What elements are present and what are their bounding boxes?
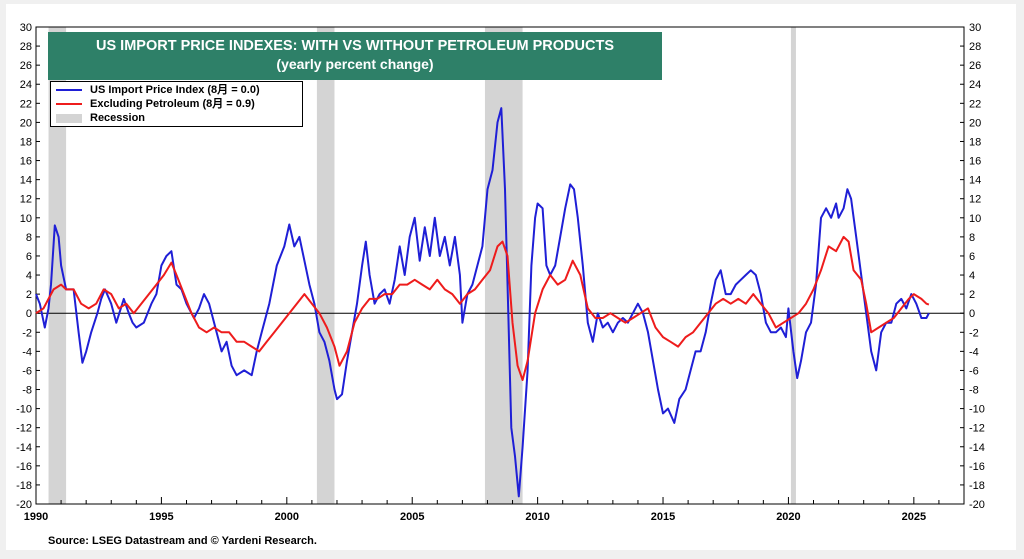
y-tick-label-right: 6 — [969, 251, 975, 263]
y-tick-label-left: 22 — [20, 98, 32, 110]
y-tick-label-left: 8 — [26, 232, 32, 244]
y-tick-label-left: 24 — [20, 79, 32, 91]
x-tick-label: 2025 — [902, 511, 926, 523]
y-tick-label-left: -10 — [16, 404, 32, 416]
y-tick-label-left: 0 — [26, 308, 32, 320]
legend-swatch-red — [56, 103, 82, 105]
y-tick-label-left: -18 — [16, 480, 32, 492]
chart-frame: -20 -20 -18 -18 -16 -16 -14 -14 -12 -12 -10 -10 -8 -8… — [6, 4, 1016, 550]
y-tick-label-right: 28 — [969, 41, 981, 53]
x-tick-label: 1995 — [149, 511, 173, 523]
y-tick-label-right: 30 — [969, 22, 981, 34]
y-tick-label-left: 20 — [20, 117, 32, 129]
series-line-ex-petroleum — [35, 235, 930, 381]
y-tick-label-right: -10 — [969, 404, 985, 416]
y-tick-label-right: 22 — [969, 98, 981, 110]
y-tick-label-left: 14 — [20, 175, 32, 187]
chart-title: US IMPORT PRICE INDEXES: WITH VS WITHOUT… — [96, 38, 614, 54]
source-note: Source: LSEG Datastream and © Yardeni Re… — [48, 535, 317, 547]
y-tick-label-left: -12 — [16, 423, 32, 435]
y-tick-label-left: -4 — [22, 346, 32, 358]
y-tick-label-right: -18 — [969, 480, 985, 492]
y-tick-label-right: 12 — [969, 194, 981, 206]
y-tick-label-left: 4 — [26, 270, 32, 282]
legend-label-import-index: US Import Price Index (8月 = 0.0) — [90, 84, 260, 96]
legend-label-recession: Recession — [90, 112, 146, 124]
chart-subtitle: (yearly percent change) — [276, 56, 434, 72]
y-tick-label-right: 24 — [969, 79, 981, 91]
y-tick-label-right: -12 — [969, 423, 985, 435]
legend-item-import-index: US Import Price Index (8月 = 0.0) — [56, 83, 302, 97]
legend-label-ex-petroleum: Excluding Petroleum (8月 = 0.9) — [90, 98, 255, 110]
y-tick-label-right: 26 — [969, 60, 981, 72]
x-tick-label: 2015 — [651, 511, 675, 523]
y-tick-label-right: -2 — [969, 327, 979, 339]
legend-item-ex-petroleum: Excluding Petroleum (8月 = 0.9) — [56, 97, 302, 111]
y-tick-label-left: 30 — [20, 22, 32, 34]
y-tick-label-right: -6 — [969, 365, 979, 377]
y-tick-label-right: 14 — [969, 175, 981, 187]
x-tick-label: 2020 — [776, 511, 800, 523]
x-tick-label: 1990 — [24, 511, 48, 523]
y-tick-label-left: -8 — [22, 385, 32, 397]
y-tick-label-right: -8 — [969, 385, 979, 397]
y-tick-label-right: 10 — [969, 213, 981, 225]
y-tick-label-left: 18 — [20, 136, 32, 148]
recession-band-3 — [790, 27, 796, 504]
legend-swatch-blue — [56, 89, 82, 91]
x-tick-label: 2005 — [400, 511, 424, 523]
y-tick-label-right: 8 — [969, 232, 975, 244]
chart-legend: US Import Price Index (8月 = 0.0) Excludi… — [50, 81, 303, 127]
plot-border — [35, 26, 965, 505]
y-tick-label-right: 4 — [969, 270, 975, 282]
y-tick-label-right: -14 — [969, 442, 985, 454]
y-tick-label-left: -14 — [16, 442, 32, 454]
y-tick-label-left: 12 — [20, 194, 32, 206]
y-tick-label-right: 16 — [969, 156, 981, 168]
legend-swatch-recession — [56, 113, 82, 123]
y-tick-label-left: 26 — [20, 60, 32, 72]
legend-item-recession: Recession — [56, 111, 302, 125]
recession-band-0 — [48, 27, 67, 504]
y-tick-label-right: 2 — [969, 289, 975, 301]
y-tick-label-left: 6 — [26, 251, 32, 263]
y-tick-label-right: 20 — [969, 117, 981, 129]
x-tick-label: 2010 — [525, 511, 549, 523]
chart-title-box: US IMPORT PRICE INDEXES: WITH VS WITHOUT… — [48, 32, 662, 80]
y-tick-label-left: -6 — [22, 365, 32, 377]
x-tick-label: 2000 — [275, 511, 299, 523]
y-tick-label-right: -20 — [969, 499, 985, 511]
y-tick-label-right: -16 — [969, 461, 985, 473]
y-tick-label-left: 2 — [26, 289, 32, 301]
y-tick-label-left: -20 — [16, 499, 32, 511]
y-tick-label-left: 10 — [20, 213, 32, 225]
y-tick-label-left: -16 — [16, 461, 32, 473]
y-tick-label-left: 28 — [20, 41, 32, 53]
y-tick-label-left: 16 — [20, 156, 32, 168]
y-tick-label-left: -2 — [22, 327, 32, 339]
y-tick-label-right: 0 — [969, 308, 975, 320]
y-tick-label-right: 18 — [969, 136, 981, 148]
y-tick-label-right: -4 — [969, 346, 979, 358]
recession-band-1 — [316, 27, 335, 504]
chart-svg: -20 -20-18 -18-16 -16-14 -14-12 -12-10 -10-8 -8… — [16, 22, 985, 523]
